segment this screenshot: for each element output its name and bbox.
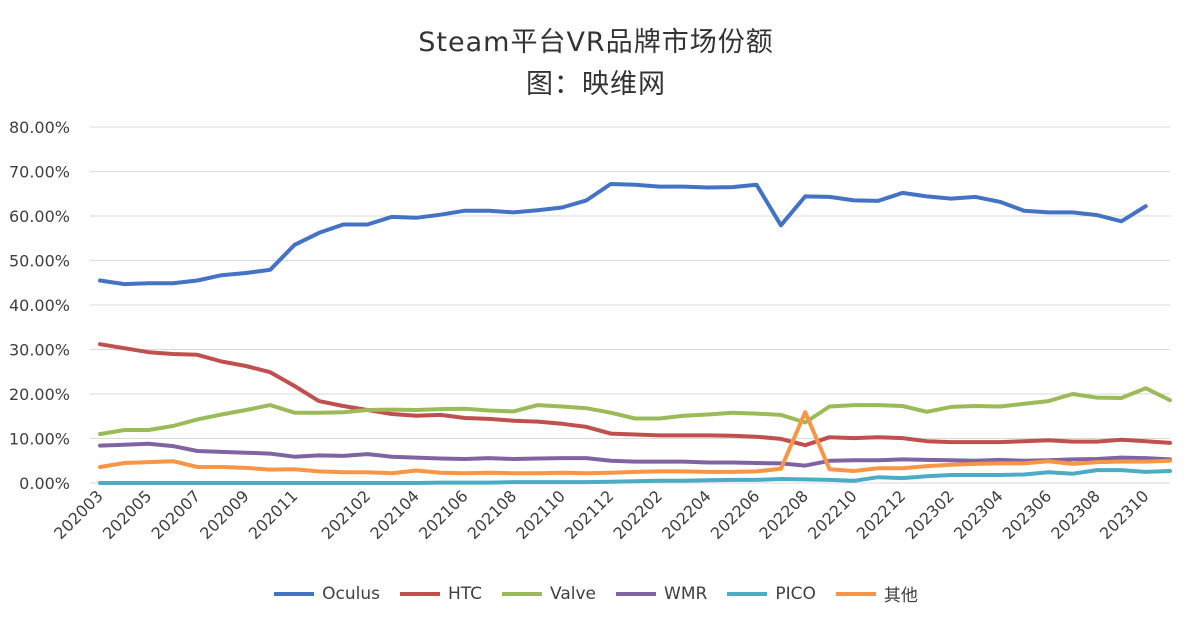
- legend-swatch: [835, 591, 876, 596]
- x-tick-label: 202011: [245, 486, 302, 543]
- x-tick-label: 202112: [561, 486, 618, 543]
- y-tick-label: 20.00%: [9, 385, 70, 404]
- x-tick-label: 202009: [196, 486, 253, 543]
- legend-item: Oculus: [274, 581, 380, 606]
- chart-title: Steam平台VR品牌市场份额: [418, 27, 774, 58]
- x-tick-label: 202204: [658, 486, 715, 543]
- x-tick-label: 202104: [366, 486, 423, 543]
- x-tick-label: 202108: [464, 486, 521, 543]
- x-tick-label: 202007: [147, 486, 204, 543]
- x-tick-label: 202102: [318, 486, 375, 543]
- legend-item: 其他: [835, 581, 918, 606]
- gridlines: [90, 126, 1170, 484]
- series-line-PICO: [98, 468, 1172, 485]
- x-tick-label: 202106: [415, 486, 472, 543]
- legend-swatch: [400, 591, 440, 596]
- series-line-其他: [98, 410, 1172, 476]
- series-line-HTC: [98, 342, 1172, 448]
- legend-label: 其他: [883, 586, 918, 606]
- y-axis-tick-labels: 0.00% 10.00% 20.00% 30.00% 40.00% 50.00% 60.00…: [9, 118, 70, 493]
- x-tick-label: 202202: [610, 486, 667, 543]
- x-tick-label: 202208: [755, 486, 812, 543]
- legend-swatch: [274, 591, 315, 596]
- x-tick-label: 202005: [99, 486, 156, 543]
- x-tick-label: 202212: [853, 486, 910, 543]
- series-line-WMR: [98, 441, 1172, 468]
- legend-label: PICO: [775, 583, 816, 604]
- x-tick-label: 202310: [1096, 486, 1153, 543]
- legend-label: HTC: [448, 583, 483, 604]
- legend-swatch: [616, 591, 657, 596]
- x-tick-label: 202206: [707, 486, 764, 543]
- chart-subtitle: 图：映维网: [526, 69, 666, 100]
- x-tick-label: 202304: [950, 486, 1007, 543]
- x-tick-label: 202308: [1047, 486, 1104, 543]
- x-tick-label: 202306: [999, 486, 1056, 543]
- y-tick-label: 50.00%: [9, 252, 70, 271]
- legend-label: Valve: [550, 583, 597, 604]
- legend-item: HTC: [400, 581, 482, 606]
- legend-item: Valve: [502, 581, 596, 606]
- series-line-Valve: [98, 386, 1172, 437]
- y-tick-label: 0.00%: [19, 474, 70, 493]
- y-tick-label: 30.00%: [9, 341, 70, 360]
- legend-swatch: [502, 591, 543, 596]
- y-tick-label: 80.00%: [9, 118, 70, 137]
- legend-swatch: [727, 591, 768, 596]
- legend-label: Oculus: [322, 583, 380, 604]
- legend-item: WMR: [616, 581, 707, 606]
- y-tick-label: 60.00%: [9, 207, 70, 226]
- x-tick-label: 202210: [804, 486, 861, 543]
- y-tick-label: 10.00%: [9, 430, 70, 449]
- x-tick-label: 202302: [901, 486, 958, 543]
- y-tick-label: 40.00%: [9, 296, 70, 315]
- x-tick-label: 202003: [50, 486, 107, 543]
- series-lines: [98, 182, 1172, 485]
- legend-item: PICO: [727, 581, 816, 606]
- series-line-Oculus: [98, 182, 1148, 287]
- y-tick-label: 70.00%: [9, 163, 70, 182]
- x-tick-label: 202110: [512, 486, 569, 543]
- legend: Oculus HTC Valve WMR PICO 其他: [0, 581, 1192, 606]
- legend-label: WMR: [664, 583, 708, 604]
